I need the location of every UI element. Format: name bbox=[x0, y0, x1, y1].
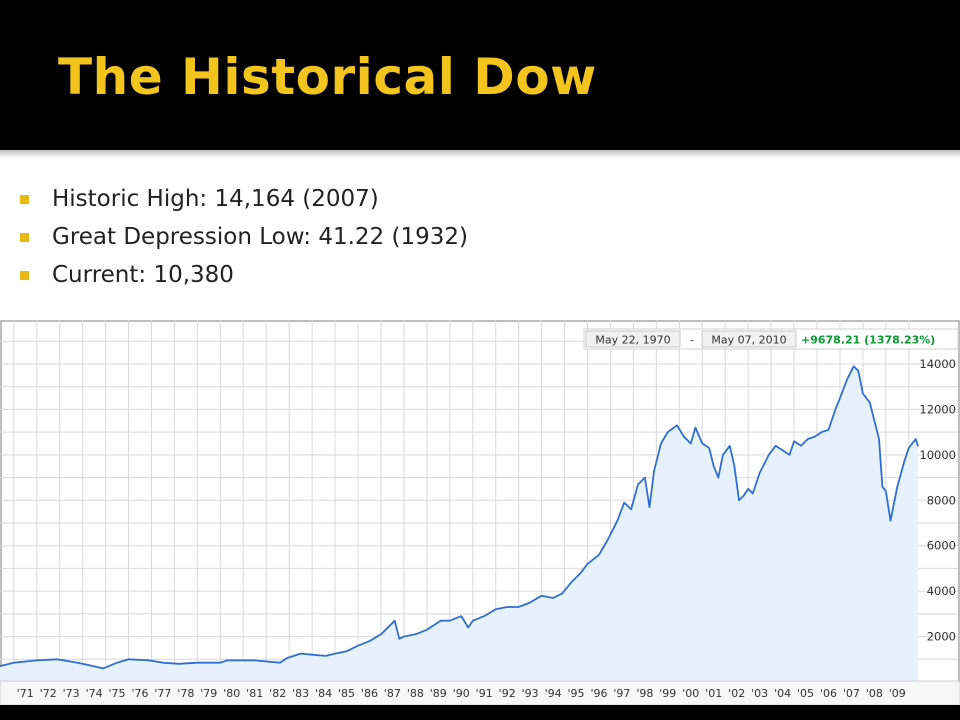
y-tick-label: 8000 bbox=[927, 493, 956, 507]
y-tick-label: 10000 bbox=[919, 448, 956, 462]
x-tick-label: '88 bbox=[407, 687, 424, 700]
x-tick-label: '04 bbox=[774, 687, 791, 700]
x-tick-label: '00 bbox=[682, 687, 699, 700]
x-tick-label: '73 bbox=[63, 687, 80, 700]
y-tick-label: 6000 bbox=[927, 539, 956, 553]
x-tick-label: '06 bbox=[820, 687, 837, 700]
y-tick-label: 4000 bbox=[927, 584, 956, 598]
y-axis-ticks: 2000 4000 6000 8000 10000 12000 14000 bbox=[919, 357, 956, 644]
end-date-label: May 07, 2010 bbox=[711, 334, 786, 347]
square-bullet-icon bbox=[20, 195, 29, 204]
y-tick-label: 2000 bbox=[927, 630, 956, 644]
bottom-bar bbox=[0, 705, 960, 720]
x-tick-label: '95 bbox=[567, 687, 584, 700]
x-tick-label: '94 bbox=[545, 687, 562, 700]
x-tick-label: '83 bbox=[292, 687, 309, 700]
x-tick-label: '97 bbox=[613, 687, 630, 700]
x-tick-label: '03 bbox=[751, 687, 768, 700]
bullet-text: Current: 10,380 bbox=[52, 262, 234, 288]
square-bullet-icon bbox=[20, 233, 29, 242]
date-range-box: May 22, 1970 - May 07, 2010 +9678.21 (13… bbox=[583, 328, 959, 350]
bullet-text: Historic High: 14,164 (2007) bbox=[52, 186, 379, 212]
x-tick-label: '90 bbox=[453, 687, 470, 700]
y-tick-label: 14000 bbox=[919, 357, 956, 371]
x-tick-label: '05 bbox=[797, 687, 814, 700]
x-tick-label: '72 bbox=[40, 687, 57, 700]
x-tick-label: '77 bbox=[154, 687, 171, 700]
x-tick-label: '02 bbox=[728, 687, 745, 700]
bullet-list: Historic High: 14,164 (2007) Great Depre… bbox=[20, 180, 468, 294]
end-date-field[interactable] bbox=[701, 330, 797, 348]
bullet-text: Great Depression Low: 41.22 (1932) bbox=[52, 224, 468, 250]
x-axis-ticks: '71 '72 '73 '74 '75 '76 '77 '78 '79 '80 '81 '82 '83 '… bbox=[17, 687, 906, 700]
x-tick-label: '80 bbox=[223, 687, 240, 700]
x-tick-label: '08 bbox=[866, 687, 883, 700]
x-tick-label: '81 bbox=[246, 687, 263, 700]
x-tick-label: '87 bbox=[384, 687, 401, 700]
x-tick-label: '84 bbox=[315, 687, 332, 700]
x-tick-label: '93 bbox=[522, 687, 539, 700]
x-tick-label: '76 bbox=[131, 687, 148, 700]
start-date-label: May 22, 1970 bbox=[595, 334, 670, 347]
x-tick-label: '07 bbox=[843, 687, 860, 700]
title-divider bbox=[0, 150, 960, 158]
title-bar: The Historical Dow bbox=[0, 0, 960, 150]
slide-title: The Historical Dow bbox=[58, 48, 597, 106]
x-tick-label: '74 bbox=[86, 687, 103, 700]
x-tick-label: '96 bbox=[590, 687, 607, 700]
x-axis-band bbox=[0, 680, 960, 705]
dow-series-line bbox=[0, 365, 919, 670]
x-tick-label: '92 bbox=[499, 687, 516, 700]
x-tick-label: '09 bbox=[889, 687, 906, 700]
x-tick-label: '79 bbox=[200, 687, 217, 700]
x-tick-label: '75 bbox=[108, 687, 125, 700]
start-date-field[interactable] bbox=[585, 330, 681, 348]
x-tick-label: '78 bbox=[177, 687, 194, 700]
x-tick-label: '98 bbox=[636, 687, 653, 700]
date-separator: - bbox=[690, 334, 694, 347]
x-tick-label: '99 bbox=[659, 687, 676, 700]
x-tick-label: '71 bbox=[17, 687, 34, 700]
x-tick-label: '86 bbox=[361, 687, 378, 700]
bullet-depression-low: Great Depression Low: 41.22 (1932) bbox=[20, 218, 468, 256]
change-label: +9678.21 (1378.23%) bbox=[801, 334, 935, 347]
x-tick-label: '01 bbox=[705, 687, 722, 700]
bullet-current: Current: 10,380 bbox=[20, 256, 468, 294]
x-tick-label: '89 bbox=[430, 687, 447, 700]
x-tick-label: '85 bbox=[338, 687, 355, 700]
y-tick-label: 12000 bbox=[919, 402, 956, 416]
square-bullet-icon bbox=[20, 271, 29, 280]
dow-area-fill bbox=[0, 366, 918, 681]
x-tick-label: '91 bbox=[476, 687, 493, 700]
bullet-historic-high: Historic High: 14,164 (2007) bbox=[20, 180, 468, 218]
x-tick-label: '82 bbox=[269, 687, 286, 700]
